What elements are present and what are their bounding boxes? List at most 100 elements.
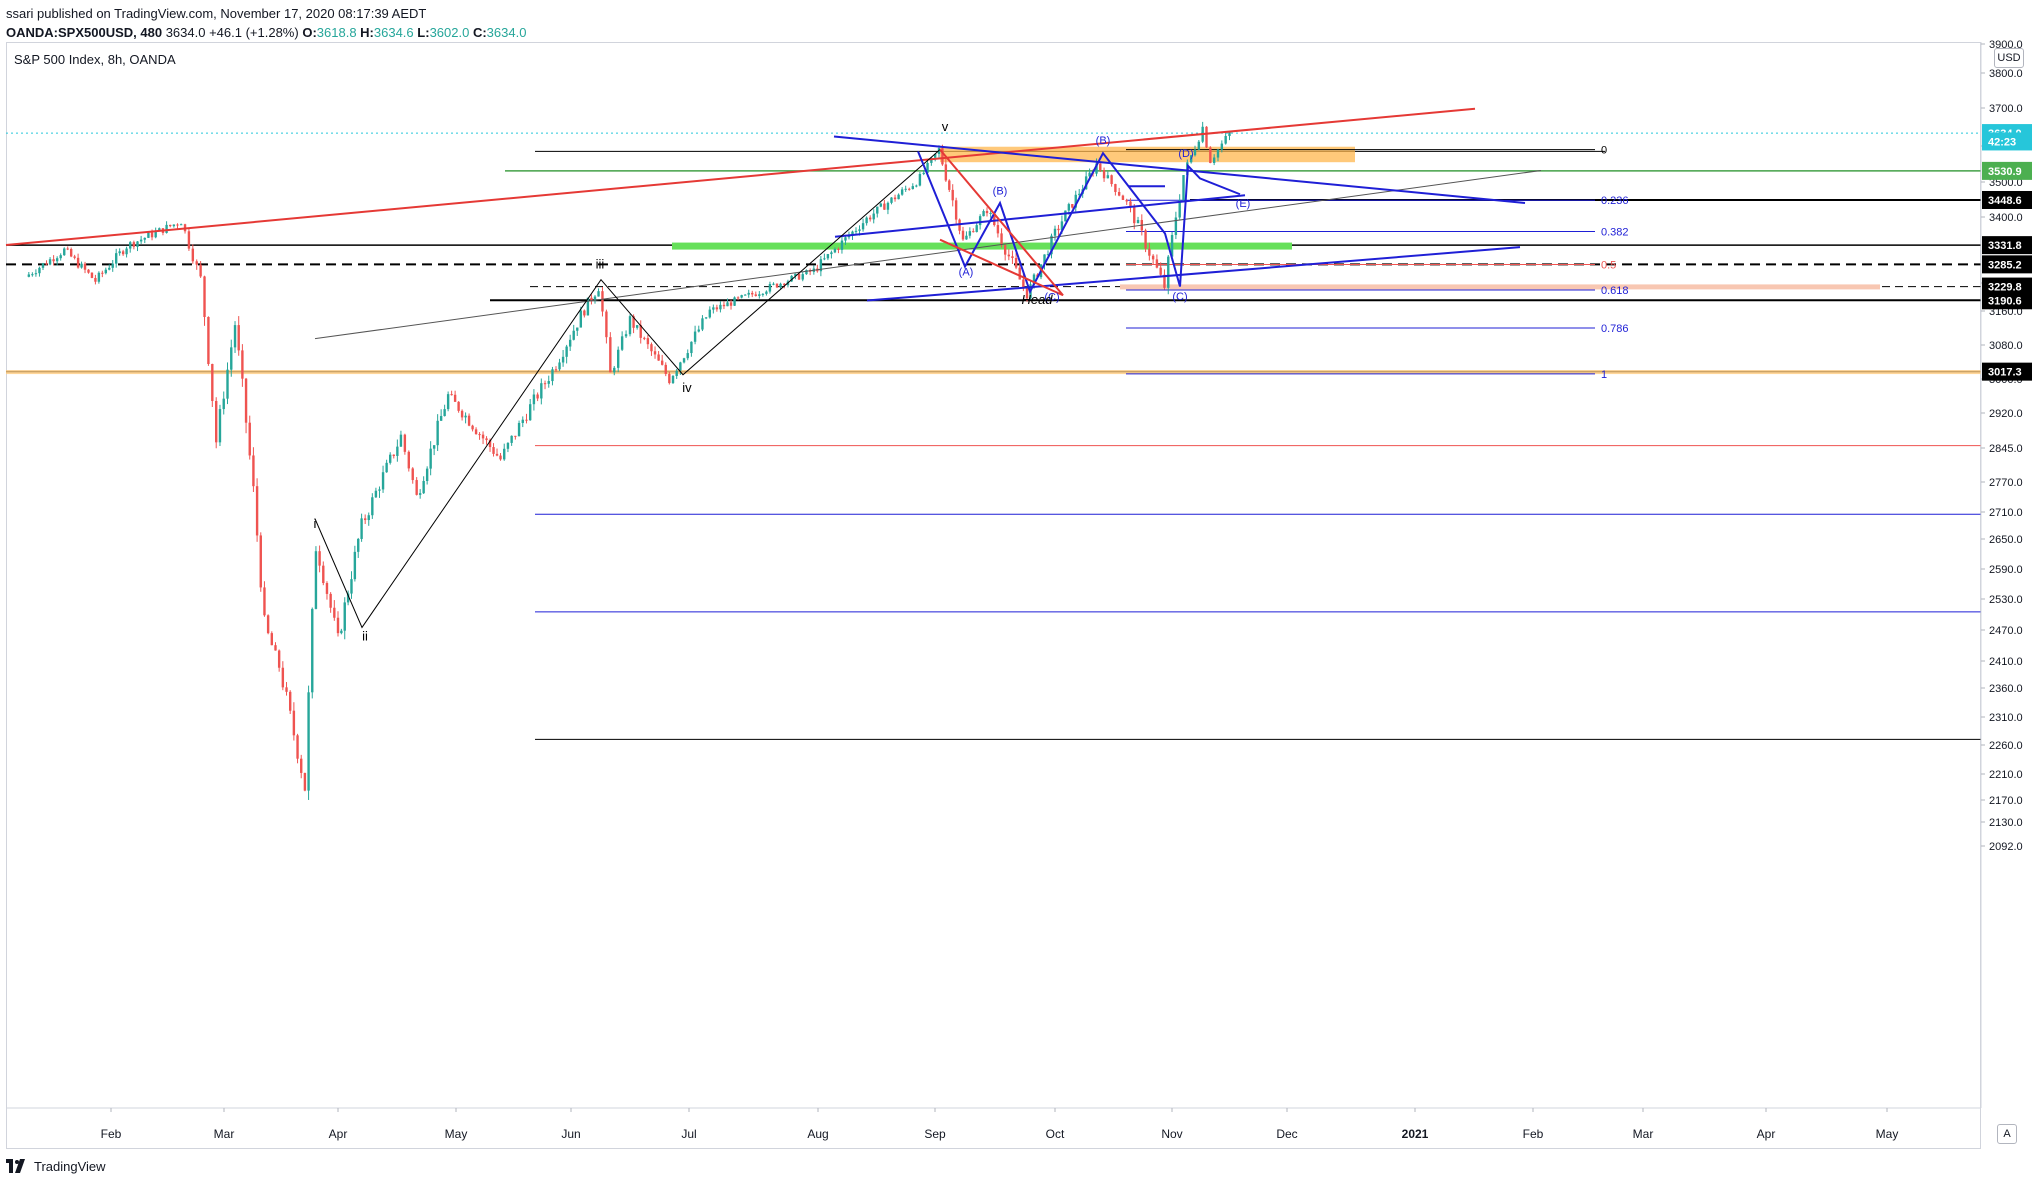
candle-body xyxy=(657,354,660,361)
candle-body xyxy=(1043,254,1046,265)
candle-body xyxy=(922,172,925,175)
time-tick-label: Mar xyxy=(214,1127,235,1141)
time-tick-label: Feb xyxy=(101,1127,122,1141)
candle-body xyxy=(1189,155,1193,163)
candle-body xyxy=(1084,176,1088,190)
resistance-trendline xyxy=(5,107,1476,247)
price-tick-label: 3080.0 xyxy=(1989,340,2023,352)
price-tick-label: 2410.0 xyxy=(1989,656,2023,668)
candle-body xyxy=(296,735,299,759)
wave-label: Head xyxy=(1021,292,1053,307)
candle-body xyxy=(918,174,922,186)
candle-body xyxy=(758,294,761,296)
price-tick-label: 2920.0 xyxy=(1989,408,2023,420)
candle-body xyxy=(635,325,639,328)
candle-body xyxy=(558,362,561,370)
candle-body xyxy=(488,440,492,448)
price-tick-label: 2770.0 xyxy=(1989,477,2023,489)
candle-body xyxy=(840,240,844,250)
candle-body xyxy=(693,331,697,342)
high-value: 3634.6 xyxy=(373,25,414,40)
candle-body xyxy=(1212,157,1216,163)
candle-body xyxy=(322,565,325,584)
head-pattern xyxy=(939,148,1064,297)
currency-button[interactable]: USD xyxy=(1994,48,2024,68)
candle-body xyxy=(646,338,650,345)
candle-body xyxy=(579,310,583,328)
price-badge xyxy=(1982,190,2032,209)
candle-body xyxy=(1011,256,1014,258)
time-tick-label: Dec xyxy=(1276,1127,1297,1141)
price-badge xyxy=(1982,362,2032,381)
candle-body xyxy=(270,633,274,646)
candle-body xyxy=(686,353,689,359)
candle-body xyxy=(1220,143,1224,150)
candle-body xyxy=(823,258,826,260)
candle-body xyxy=(132,242,136,247)
candle-body xyxy=(259,535,262,588)
candle-body xyxy=(532,394,536,405)
candle-body xyxy=(215,400,218,443)
candle-body xyxy=(38,267,41,274)
chart-header: ssari published on TradingView.com, Nove… xyxy=(6,4,526,42)
candle-body xyxy=(790,275,793,282)
candle-body xyxy=(467,415,471,426)
candle-body xyxy=(1151,255,1155,260)
candle-body xyxy=(187,231,191,249)
candle-body xyxy=(624,334,628,337)
candle-body xyxy=(521,419,524,423)
price-tick-label: 2650.0 xyxy=(1989,534,2023,546)
candle-body xyxy=(248,422,251,456)
candle-body xyxy=(350,579,353,594)
candle-body xyxy=(415,480,418,495)
candle-body xyxy=(775,283,779,288)
candle-body xyxy=(1007,254,1011,257)
candle-body xyxy=(989,212,992,214)
candle-body xyxy=(48,259,52,265)
candle-body xyxy=(399,434,403,447)
candle-body xyxy=(222,398,225,410)
candle-body xyxy=(586,297,590,316)
candle-body xyxy=(1078,193,1081,195)
candle-body xyxy=(318,551,321,566)
candle-body xyxy=(826,254,830,259)
candle-body xyxy=(968,231,972,236)
wave-label: (B) xyxy=(1096,135,1111,147)
wave-label: ii xyxy=(362,628,368,643)
fib-label: 0.236 xyxy=(1601,195,1629,207)
candle-body xyxy=(754,294,757,296)
candle-body xyxy=(851,231,854,236)
candle-body xyxy=(1193,149,1197,156)
candle-body xyxy=(346,593,350,603)
candle-body xyxy=(396,446,399,456)
time-tick-label: 2021 xyxy=(1402,1127,1429,1141)
wave-label: (B) xyxy=(993,185,1008,197)
candle-body xyxy=(985,211,989,214)
auto-scale-button[interactable]: A xyxy=(1997,1124,2017,1144)
candle-body xyxy=(69,249,73,257)
candle-body xyxy=(288,691,292,711)
candle-body xyxy=(697,329,700,332)
candle-body xyxy=(1099,163,1102,171)
candle-body xyxy=(150,232,154,238)
price-badge xyxy=(1982,291,2032,310)
time-tick-label: Sep xyxy=(924,1127,946,1141)
chart-title: S&P 500 Index, 8h, OANDA xyxy=(14,52,176,67)
symbol: OANDA:SPX500USD, 480 xyxy=(6,25,163,40)
candle-body xyxy=(407,451,410,469)
candle-body xyxy=(90,272,94,278)
corrective-wave xyxy=(917,151,1241,295)
candle-body xyxy=(252,455,255,487)
candle-body xyxy=(993,212,996,226)
candle-body xyxy=(1148,248,1151,256)
candle-body xyxy=(617,349,620,368)
candle-body xyxy=(429,448,432,469)
candle-body xyxy=(568,339,572,347)
candle-body xyxy=(285,687,288,692)
price-badge xyxy=(1982,132,2032,151)
candle-body xyxy=(277,650,281,668)
time-tick-label: Nov xyxy=(1161,1127,1182,1141)
candle-body xyxy=(893,197,897,200)
candle-body xyxy=(1163,274,1166,288)
